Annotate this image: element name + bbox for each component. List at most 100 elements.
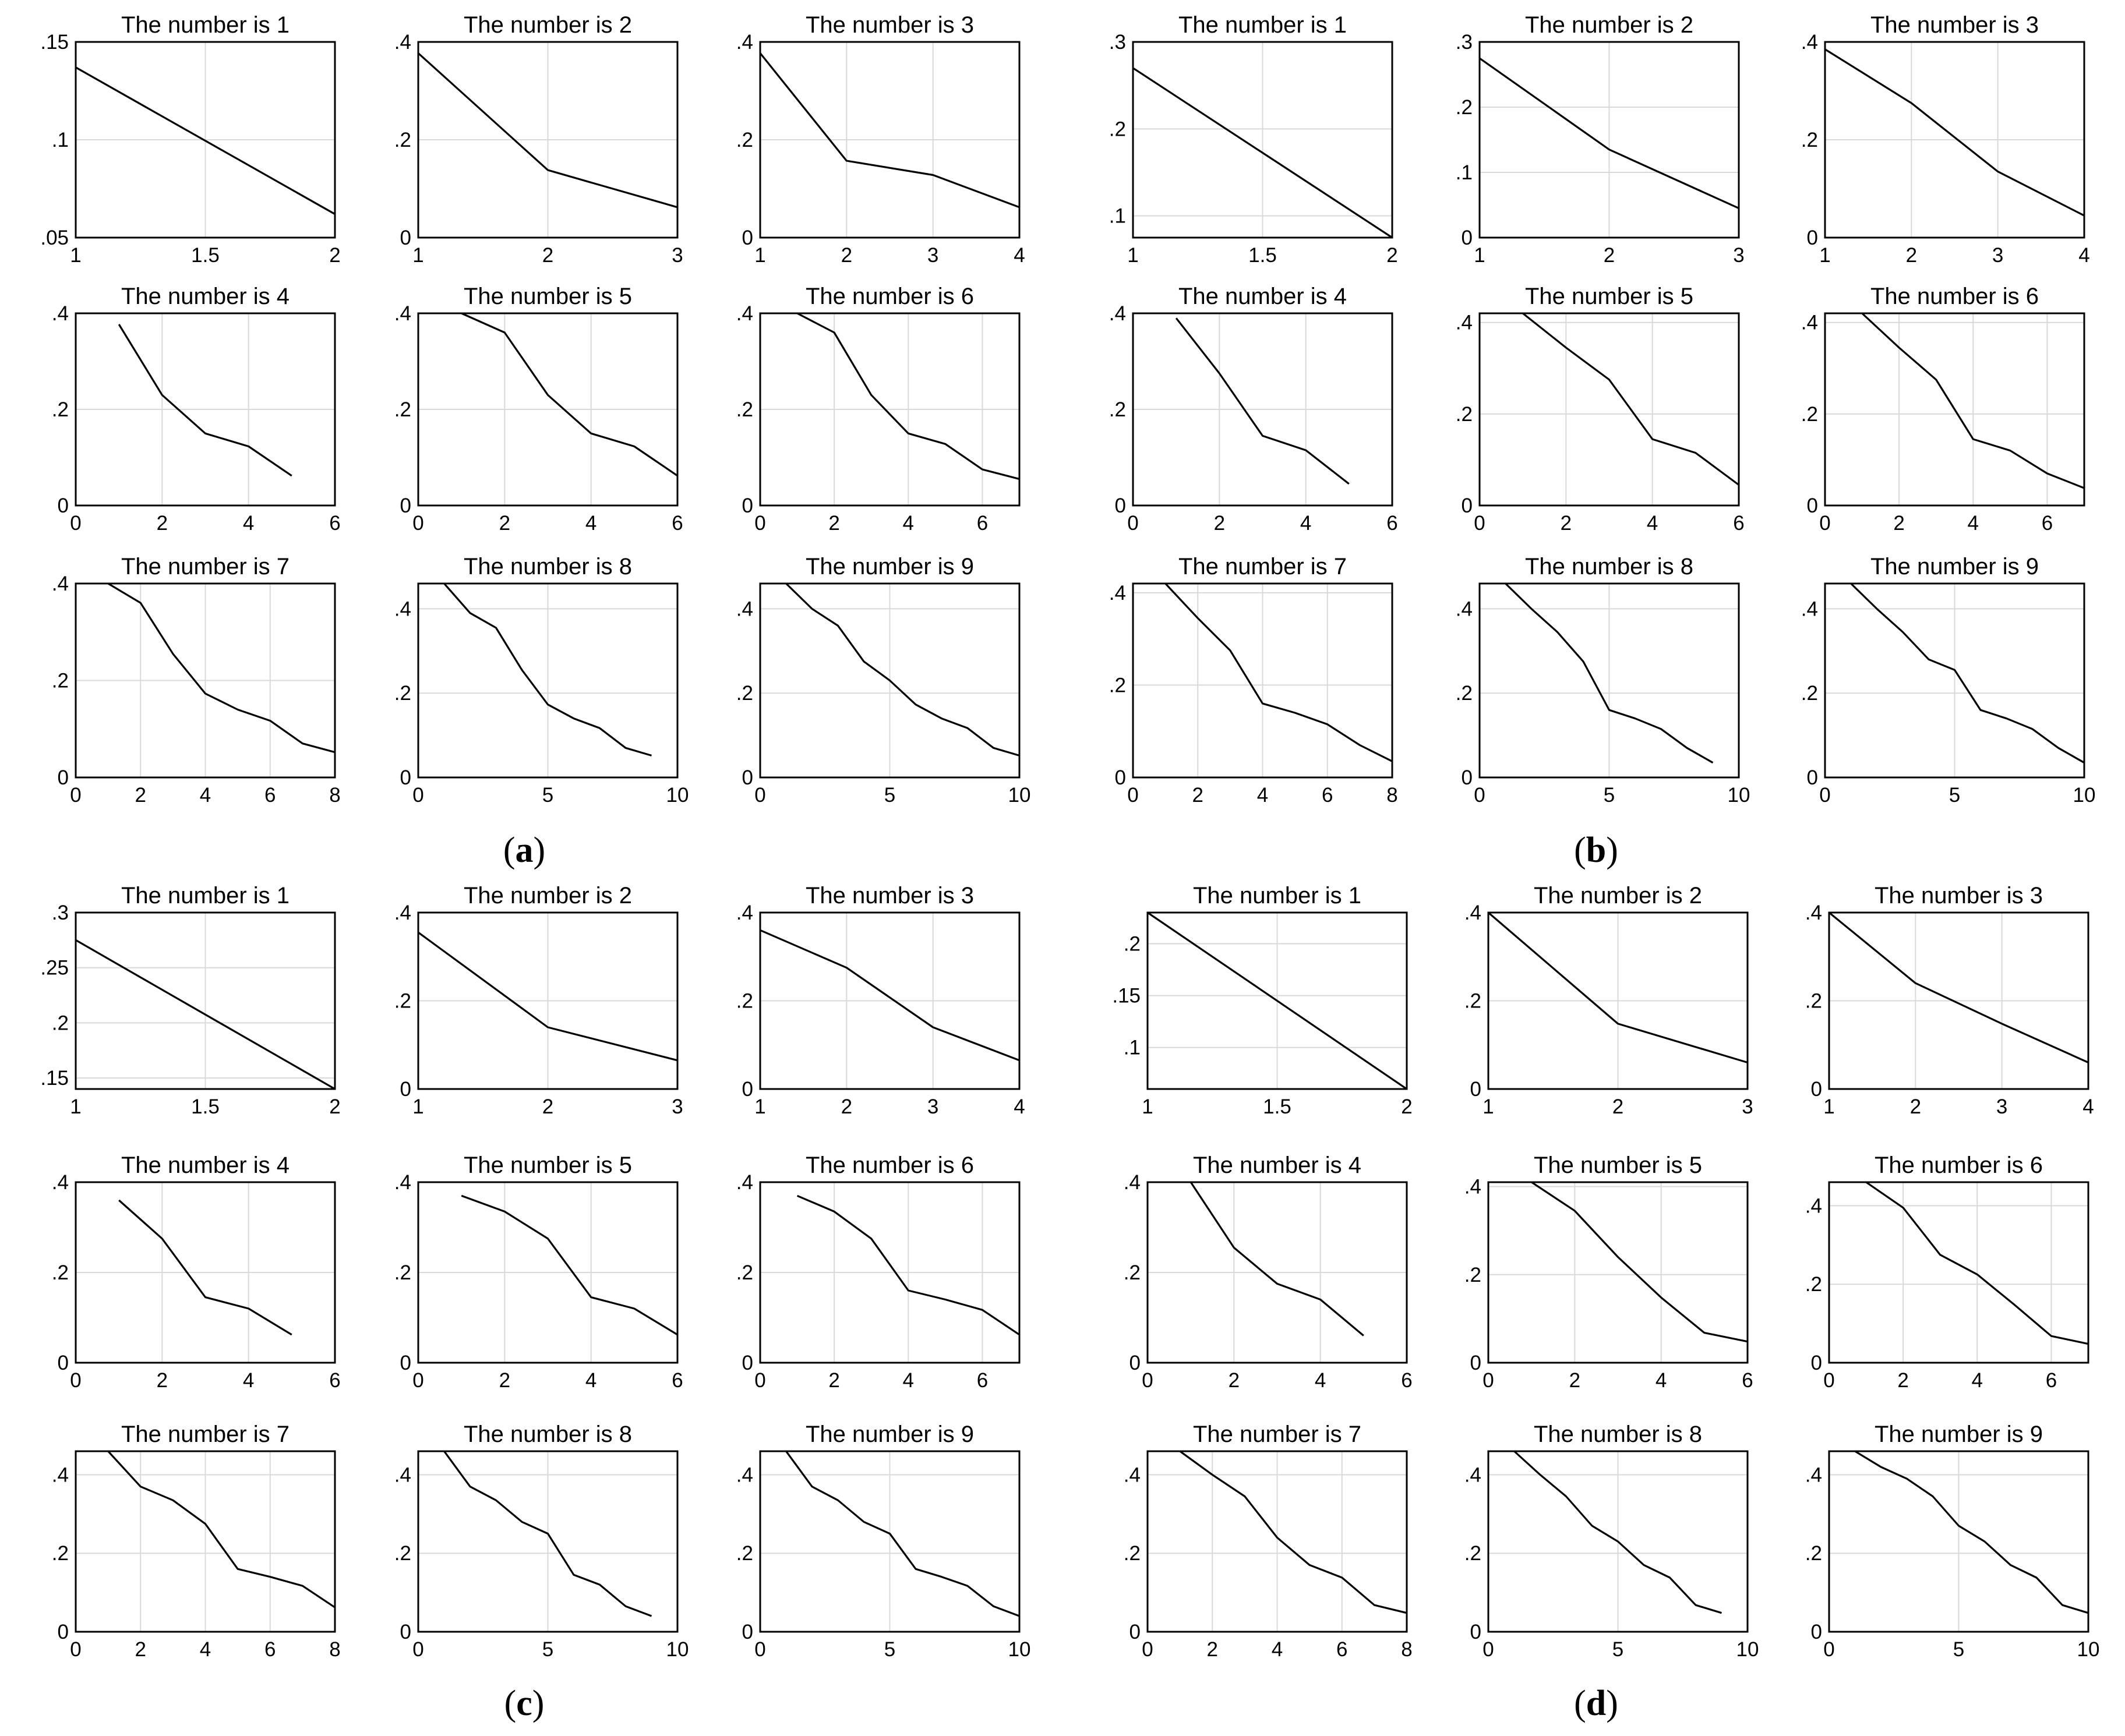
- plot-d-3-xtick-0: 1: [1823, 1095, 1834, 1118]
- plot-d-1-ytick-1: .15: [1112, 985, 1141, 1007]
- plot-c-3-xtick-0: 1: [754, 1095, 765, 1118]
- plot-b-2: The number is 2 1 2 3 0 .1 .2 .3: [1456, 12, 1745, 267]
- plot-d-5-ytick-2: .4: [1464, 1176, 1481, 1198]
- plot-b-5-series-line: [1522, 312, 1739, 486]
- plot-b-5-ytick-0: 0: [1462, 494, 1473, 517]
- plot-d-7: The number is 7 0 2 4 6 8 0 .2 .4: [1124, 1422, 1413, 1661]
- plot-a-9-ytick-1: .2: [736, 682, 753, 705]
- plot-d-1-axes-frame: [1146, 911, 1408, 1090]
- plot-b-4: The number is 4 0 2 4 6 0 .2 .4: [1109, 284, 1398, 535]
- plot-b-1-ytick-0: .1: [1109, 205, 1126, 228]
- plot-c-4-title: The number is 4: [121, 1152, 290, 1178]
- plot-b-9-xtick-2: 10: [2073, 784, 2096, 807]
- plot-b-5-ytick-1: .2: [1456, 403, 1473, 426]
- plot-a-4-xtick-3: 6: [329, 512, 340, 535]
- plot-b-3-ytick-1: .2: [1801, 129, 1818, 151]
- plot-a-5-xtick-3: 6: [672, 512, 683, 535]
- plot-c-1-xtick-2: 2: [329, 1095, 340, 1118]
- plot-d-3-series-line: [1828, 911, 2089, 1063]
- plot-b-1-xtick-2: 2: [1386, 244, 1397, 267]
- plot-c-5-xtick-2: 4: [585, 1369, 596, 1392]
- plot-a-8-ytick-1: .2: [394, 682, 411, 705]
- plot-c-9-title: The number is 9: [806, 1422, 974, 1447]
- plot-a-2-ytick-2: .4: [394, 31, 411, 54]
- plot-a-6-ytick-1: .2: [736, 398, 753, 421]
- plot-b-4-series-line: [1175, 317, 1350, 485]
- plot-c-7-xtick-3: 6: [264, 1638, 276, 1661]
- plot-c-6-ytick-2: .4: [736, 1171, 753, 1194]
- plot-b-4-xtick-0: 0: [1127, 512, 1138, 535]
- plot-d-9-ytick-0: 0: [1811, 1621, 1822, 1643]
- plot-d-7-xtick-3: 6: [1336, 1638, 1347, 1661]
- plot-d-1-xtick-0: 1: [1142, 1095, 1153, 1118]
- plot-a-1-ytick-1: .1: [52, 129, 69, 151]
- plot-d-7-ytick-2: .4: [1124, 1463, 1141, 1486]
- plot-a-2-axes-frame: [417, 41, 679, 239]
- plot-d-8-series-line: [1513, 1450, 1722, 1614]
- plot-d-8: The number is 8 0 5 10 0 .2 .4: [1464, 1422, 1759, 1661]
- plot-b-8-axes-frame: [1478, 582, 1740, 779]
- plot-a-8-ytick-0: 0: [400, 766, 411, 789]
- plot-a-6-title: The number is 6: [806, 284, 974, 309]
- plot-b-7-xtick-3: 6: [1322, 784, 1333, 807]
- plot-a-9-ytick-0: 0: [742, 766, 753, 789]
- plot-a-8-ytick-2: .4: [394, 597, 411, 620]
- plot-d-2: The number is 2 1 2 3 0 .2 .4: [1464, 883, 1753, 1118]
- plot-b-8: The number is 8 0 5 10 0 .2 .4: [1456, 554, 1750, 807]
- plot-a-6: The number is 6 0 2 4 6 0 .2 .4: [736, 284, 1021, 535]
- plot-d-8-axes-frame: [1487, 1450, 1749, 1633]
- plot-b-5: The number is 5 0 2 4 6 0 .2 .4: [1456, 284, 1745, 535]
- plot-c-8-xtick-2: 10: [666, 1638, 689, 1661]
- plot-a-2-xtick-0: 1: [412, 244, 423, 267]
- plot-c-3-xtick-3: 4: [1014, 1095, 1025, 1118]
- plot-a-5: The number is 5 0 2 4 6 0 .2 .4: [394, 284, 683, 535]
- plot-b-9-title: The number is 9: [1870, 554, 2039, 579]
- plot-c-4-ytick-2: .4: [52, 1171, 69, 1194]
- plot-c-3-ytick-0: 0: [742, 1078, 753, 1101]
- plot-c-3-ytick-1: .2: [736, 990, 753, 1013]
- plot-d-8-xtick-1: 5: [1612, 1638, 1623, 1661]
- plot-d-3: The number is 3 1 2 3 4 0 .2 .4: [1805, 883, 2094, 1118]
- plot-c-8-xtick-1: 5: [542, 1638, 553, 1661]
- plot-b-7-series-line: [1164, 582, 1393, 762]
- plot-d-2-ytick-1: .2: [1464, 990, 1481, 1013]
- plot-d-9-series-line: [1854, 1450, 2089, 1614]
- plot-b-2-ytick-1: .1: [1456, 161, 1473, 184]
- plot-a-4-title: The number is 4: [121, 284, 290, 309]
- plot-c-7-xtick-2: 4: [200, 1638, 211, 1661]
- plot-c-8-xtick-0: 0: [412, 1638, 423, 1661]
- plot-a-5-xtick-0: 0: [412, 512, 423, 535]
- plot-d-7-ytick-1: .2: [1124, 1542, 1141, 1565]
- plot-a-3-ytick-1: .2: [736, 129, 753, 151]
- plot-b-7-xtick-4: 8: [1386, 784, 1397, 807]
- plot-a-4-ytick-1: .2: [52, 398, 69, 421]
- plot-a-8-axes-frame: [417, 582, 679, 779]
- plot-c-9-ytick-0: 0: [742, 1621, 753, 1643]
- plot-a-6-ytick-0: 0: [742, 494, 753, 517]
- plot-c-4-xtick-0: 0: [70, 1369, 81, 1392]
- plot-c-4-ytick-0: 0: [58, 1352, 69, 1374]
- panel-label-b: (b): [1574, 830, 1618, 870]
- plot-a-3-ytick-2: .4: [736, 31, 753, 54]
- plot-c-7-ytick-2: .4: [52, 1463, 69, 1486]
- plot-b-2-xtick-1: 2: [1604, 244, 1615, 267]
- plot-b-1-axes-frame: [1132, 41, 1393, 239]
- plot-b-1: The number is 1 1 1.5 2 .1 .2 .3: [1109, 12, 1398, 267]
- plot-d-5-xtick-2: 4: [1655, 1369, 1667, 1392]
- plot-c-3-series-line: [760, 929, 1020, 1062]
- panel-label-b-letter: b: [1586, 830, 1606, 870]
- plot-a-2-ytick-1: .2: [394, 129, 411, 151]
- plot-d-6-xtick-1: 2: [1897, 1369, 1908, 1392]
- plot-a-3-series-line: [759, 52, 1020, 208]
- plot-a-2: The number is 2 1 2 3 0 .2 .4: [394, 12, 683, 267]
- plot-a-9-series-line: [785, 582, 1020, 756]
- plot-a-6-axes-frame: [759, 312, 1021, 507]
- plot-c-4-series-line: [118, 1199, 292, 1336]
- plot-b-9-series-line: [1850, 582, 2085, 764]
- plot-d-8-xtick-2: 10: [1736, 1638, 1759, 1661]
- plot-d-3-ytick-2: .4: [1805, 901, 1822, 924]
- plot-c-2-title: The number is 2: [464, 883, 632, 908]
- plot-b-7-ytick-1: .2: [1109, 674, 1126, 696]
- plot-c-6-ytick-1: .2: [736, 1261, 753, 1284]
- plot-b-3-series-line: [1824, 48, 2085, 217]
